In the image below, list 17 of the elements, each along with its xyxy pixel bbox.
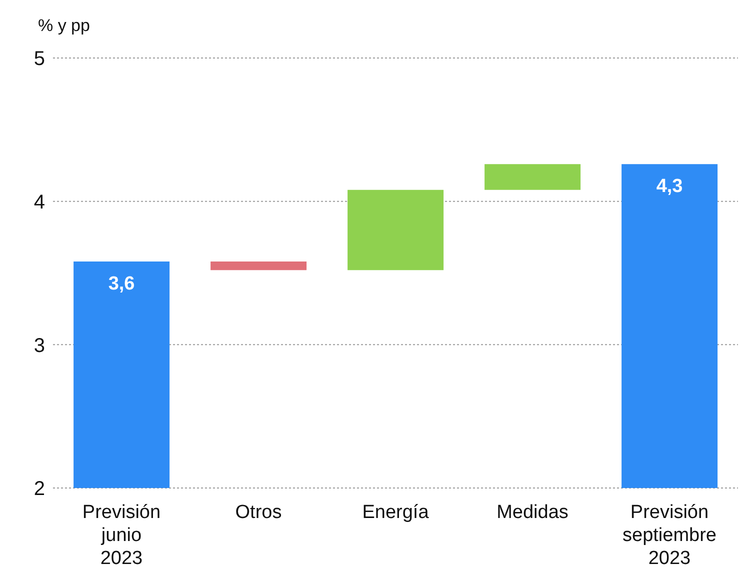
bar (348, 190, 444, 270)
bar (74, 262, 170, 488)
x-tick-label: Previsión junio 2023 (82, 502, 161, 569)
data-label: 4,3 (656, 176, 683, 198)
y-axis-title: % y pp (38, 16, 90, 36)
y-tick-label: 3 (34, 334, 45, 357)
x-tick-label: Otros (235, 502, 282, 523)
bar (484, 164, 581, 190)
data-label: 3,6 (108, 274, 135, 295)
y-tick-label: 2 (34, 478, 45, 500)
x-tick-label: Medidas (496, 502, 568, 523)
bar (210, 262, 307, 270)
bar (622, 164, 718, 488)
x-tick-label: Previsión septiembre 2023 (622, 502, 716, 569)
x-tick-label: Energía (362, 502, 430, 523)
y-tick-label: 5 (34, 48, 45, 70)
y-tick-label: 4 (34, 191, 45, 214)
